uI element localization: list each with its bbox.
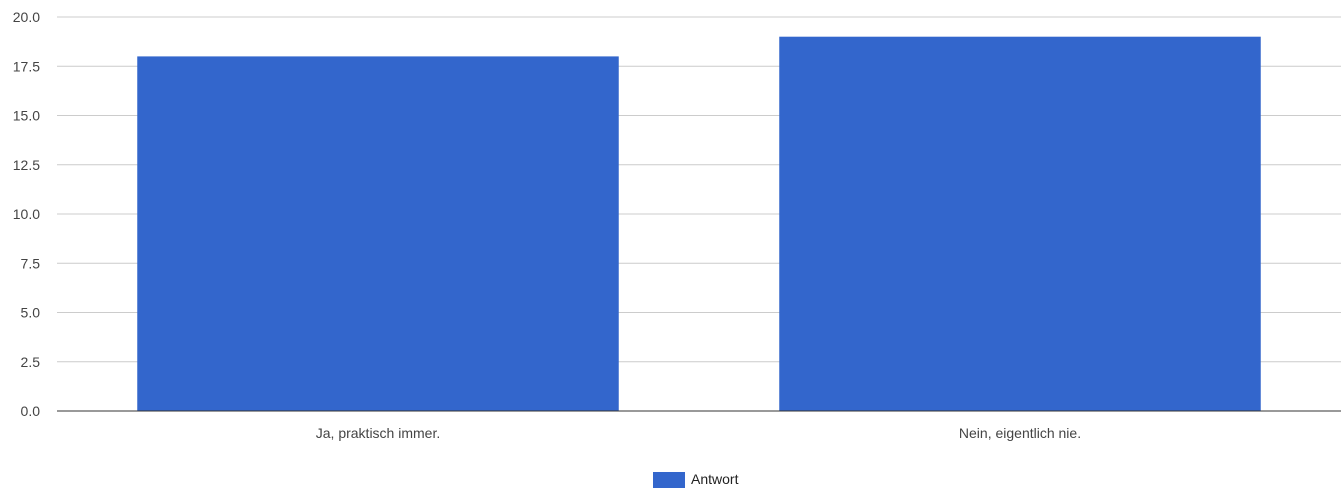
y-tick-label: 7.5 xyxy=(21,255,41,271)
y-tick-label: 15.0 xyxy=(13,108,40,124)
legend: Antwort xyxy=(653,471,739,488)
bars xyxy=(137,36,1261,412)
y-tick-label: 17.5 xyxy=(13,58,40,74)
legend-swatch xyxy=(653,472,685,488)
y-tick-label: 20.0 xyxy=(13,9,40,25)
y-tick-label: 0.0 xyxy=(21,403,41,419)
y-tick-label: 10.0 xyxy=(13,206,40,222)
y-tick-label: 12.5 xyxy=(13,157,40,173)
bar xyxy=(779,36,1261,411)
x-tick-label: Nein, eigentlich nie. xyxy=(959,425,1081,441)
y-tick-labels: 0.0 2.5 5.0 7.5 10.0 12.5 15.0 17.5 20.0 xyxy=(13,9,40,419)
legend-label: Antwort xyxy=(691,471,739,487)
bar xyxy=(137,56,619,412)
x-tick-labels: Ja, praktisch immer. Nein, eigentlich nie… xyxy=(316,425,1081,441)
y-tick-label: 5.0 xyxy=(21,305,41,321)
x-tick-label: Ja, praktisch immer. xyxy=(316,425,440,441)
y-tick-label: 2.5 xyxy=(21,354,41,370)
